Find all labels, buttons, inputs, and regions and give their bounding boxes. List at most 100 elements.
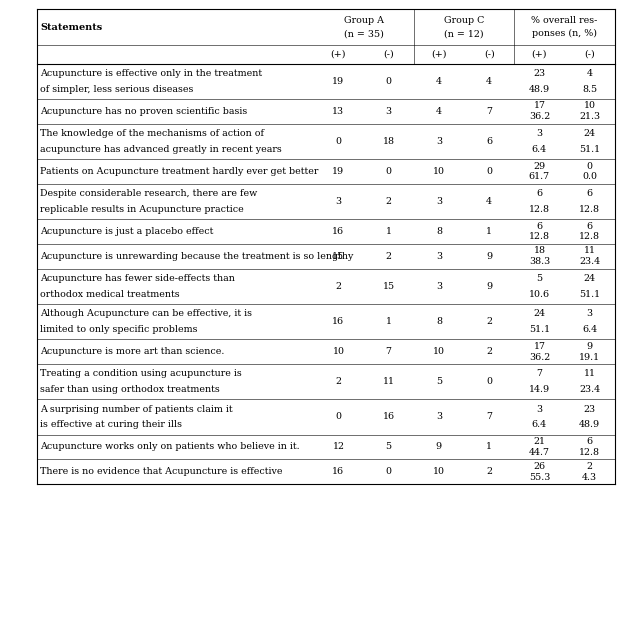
Text: is effective at curing their ills: is effective at curing their ills [40, 420, 183, 429]
Text: of simpler, less serious diseases: of simpler, less serious diseases [40, 85, 194, 93]
Text: 2: 2 [486, 317, 492, 326]
Text: 6.4: 6.4 [582, 325, 597, 334]
Text: 1: 1 [486, 227, 492, 236]
Text: 3: 3 [436, 412, 442, 422]
Text: 3: 3 [436, 252, 442, 261]
Text: Treating a condition using acupuncture is: Treating a condition using acupuncture i… [40, 370, 242, 378]
Text: 12.8: 12.8 [579, 448, 600, 457]
Text: 5: 5 [436, 377, 442, 386]
Text: 10.6: 10.6 [529, 290, 550, 298]
Text: 10: 10 [433, 167, 445, 176]
Text: 23: 23 [533, 69, 545, 78]
Text: acupuncture has advanced greatly in recent years: acupuncture has advanced greatly in rece… [40, 145, 282, 154]
Text: 5: 5 [386, 443, 392, 451]
Text: 4: 4 [436, 77, 442, 86]
Text: Acupuncture has no proven scientific basis: Acupuncture has no proven scientific bas… [40, 107, 248, 116]
Text: (-): (-) [584, 50, 595, 59]
Text: 10: 10 [433, 347, 445, 356]
Text: 3: 3 [386, 107, 392, 116]
Text: The knowledge of the mechanisms of action of: The knowledge of the mechanisms of actio… [40, 129, 265, 138]
Text: 48.9: 48.9 [529, 85, 550, 93]
Text: 24: 24 [533, 310, 545, 318]
Text: 12.8: 12.8 [529, 205, 550, 214]
Text: 0: 0 [486, 167, 492, 176]
Text: 7: 7 [537, 370, 542, 378]
Text: 0: 0 [386, 467, 392, 476]
Text: 2: 2 [486, 347, 492, 356]
Text: 2: 2 [587, 462, 592, 470]
Text: 11: 11 [584, 246, 596, 255]
Text: 12.8: 12.8 [579, 205, 600, 214]
Text: 29: 29 [533, 162, 545, 170]
Text: 0: 0 [386, 77, 392, 86]
Text: 9: 9 [587, 342, 592, 350]
Text: 1: 1 [386, 317, 392, 326]
Text: 6.4: 6.4 [532, 420, 547, 429]
Text: 23.4: 23.4 [579, 258, 601, 266]
Text: Patients on Acupuncture treatment hardly ever get better: Patients on Acupuncture treatment hardly… [40, 167, 319, 176]
Text: 11: 11 [584, 370, 596, 378]
Text: 8: 8 [436, 317, 442, 326]
Text: Acupuncture is effective only in the treatment: Acupuncture is effective only in the tre… [40, 69, 263, 78]
Text: 61.7: 61.7 [529, 173, 550, 181]
Text: (n = 35): (n = 35) [343, 29, 384, 38]
Text: 4.3: 4.3 [582, 473, 597, 482]
Text: 19: 19 [332, 77, 345, 86]
Text: 6: 6 [587, 189, 592, 198]
Text: 17: 17 [533, 102, 545, 110]
Text: 23: 23 [584, 405, 596, 413]
Text: 19.1: 19.1 [579, 353, 601, 361]
Text: 0: 0 [335, 412, 342, 422]
Text: 51.1: 51.1 [579, 290, 601, 298]
Text: 10: 10 [433, 467, 445, 476]
Text: 44.7: 44.7 [529, 448, 550, 457]
Text: 36.2: 36.2 [529, 113, 550, 121]
Text: 23.4: 23.4 [579, 385, 601, 394]
Text: 6: 6 [587, 222, 592, 230]
Text: 4: 4 [436, 107, 442, 116]
Text: 2: 2 [335, 377, 342, 386]
Text: Despite considerable research, there are few: Despite considerable research, there are… [40, 189, 258, 198]
Text: 2: 2 [386, 197, 392, 206]
Text: 1: 1 [386, 227, 392, 236]
Text: 13: 13 [332, 107, 345, 116]
Text: 8: 8 [436, 227, 442, 236]
Text: 16: 16 [332, 317, 345, 326]
Text: 7: 7 [486, 107, 492, 116]
Text: 36.2: 36.2 [529, 353, 550, 361]
Text: ponses (n, %): ponses (n, %) [532, 29, 597, 38]
Text: 3: 3 [436, 137, 442, 146]
Text: Acupuncture is more art than science.: Acupuncture is more art than science. [40, 347, 225, 356]
Text: % overall res-: % overall res- [532, 16, 598, 25]
Text: (+): (+) [331, 50, 346, 59]
Text: 4: 4 [587, 69, 592, 78]
Text: 3: 3 [587, 310, 592, 318]
Text: 7: 7 [486, 412, 492, 422]
Text: 24: 24 [584, 129, 596, 138]
Text: 3: 3 [537, 405, 543, 413]
Text: (n = 12): (n = 12) [444, 29, 484, 38]
Text: 17: 17 [533, 342, 545, 350]
Text: 3: 3 [436, 282, 442, 291]
Text: 18: 18 [383, 137, 395, 146]
Text: 3: 3 [436, 197, 442, 206]
Text: 6: 6 [587, 437, 592, 446]
Text: 4: 4 [486, 77, 492, 86]
Text: (-): (-) [383, 50, 394, 59]
Text: Although Acupuncture can be effective, it is: Although Acupuncture can be effective, i… [40, 310, 252, 318]
Text: 5: 5 [537, 274, 543, 283]
Text: 11: 11 [383, 377, 395, 386]
Text: 14.9: 14.9 [529, 385, 550, 394]
Text: 26: 26 [533, 462, 545, 470]
Text: 3: 3 [537, 129, 543, 138]
Text: 12.8: 12.8 [529, 233, 550, 241]
Text: 0.0: 0.0 [582, 173, 597, 181]
Text: There is no evidence that Acupuncture is effective: There is no evidence that Acupuncture is… [40, 467, 283, 476]
Text: 6.4: 6.4 [532, 145, 547, 154]
Text: 0: 0 [587, 162, 592, 170]
Text: 12: 12 [332, 443, 345, 451]
Text: (+): (+) [532, 50, 547, 59]
Text: limited to only specific problems: limited to only specific problems [40, 325, 198, 334]
Text: 7: 7 [386, 347, 392, 356]
Text: 24: 24 [584, 274, 596, 283]
